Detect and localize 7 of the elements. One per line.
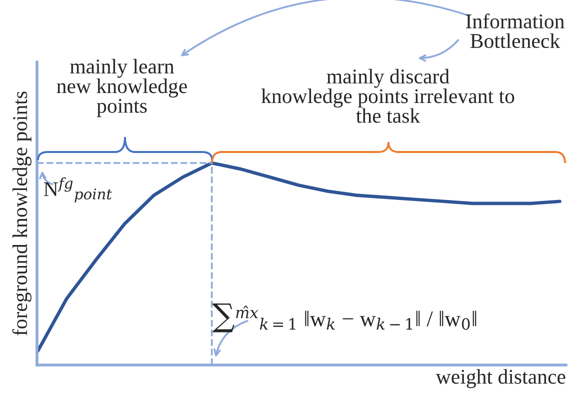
x-axis-title: weight distance: [436, 369, 566, 388]
text: ∑$^{m̂x}$$_{k=1}$ ‖w$_{k}$ − w$_{k−1}$‖ / ‖w$_{0}$‖: [212, 304, 476, 332]
text: Information Bottleneck: [466, 14, 564, 48]
y-axis-title: foreground knowledge points: [12, 92, 32, 336]
text: mainly discard knowledge points irrelevant to the task: [261, 68, 514, 123]
text: mainly learn new knowledge points: [56, 58, 187, 118]
annotation: N$^{fg}$$_{point}$: [44, 177, 112, 202]
